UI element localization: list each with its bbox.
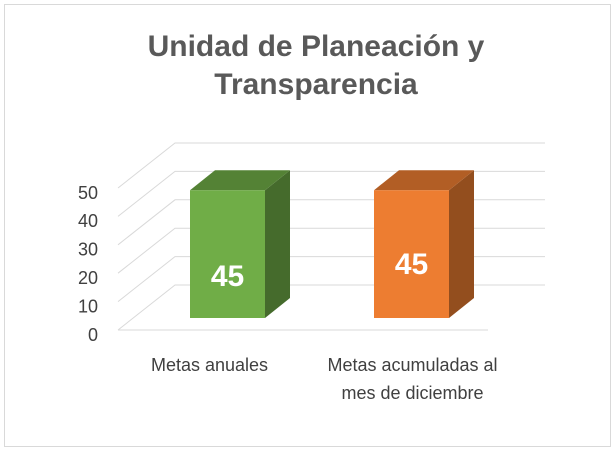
y-tick-label: 10: [78, 296, 98, 316]
y-tick-label: 40: [78, 211, 98, 231]
bar-side: [265, 170, 290, 318]
bar: [374, 170, 474, 318]
data-label: 45: [395, 248, 428, 281]
y-tick-label: 20: [78, 268, 98, 288]
grid-line: [117, 142, 545, 189]
chart-title: Unidad de Planeación y Transparencia: [147, 30, 485, 101]
bar-top: [374, 170, 474, 191]
bar: [190, 170, 290, 318]
bar-top: [190, 170, 290, 191]
x-tick-label: Metas acumuladas al mes de diciembre: [327, 355, 498, 403]
bar-front: [190, 190, 265, 318]
y-tick-label: 50: [78, 183, 98, 203]
bar-side: [449, 170, 474, 318]
y-tick-label: 0: [88, 325, 98, 345]
data-label: 45: [211, 260, 244, 293]
x-tick-label: Metas anuales: [150, 355, 269, 375]
chart-border: [4, 4, 611, 447]
bar-front: [374, 190, 449, 318]
y-tick-label: 30: [78, 240, 98, 260]
